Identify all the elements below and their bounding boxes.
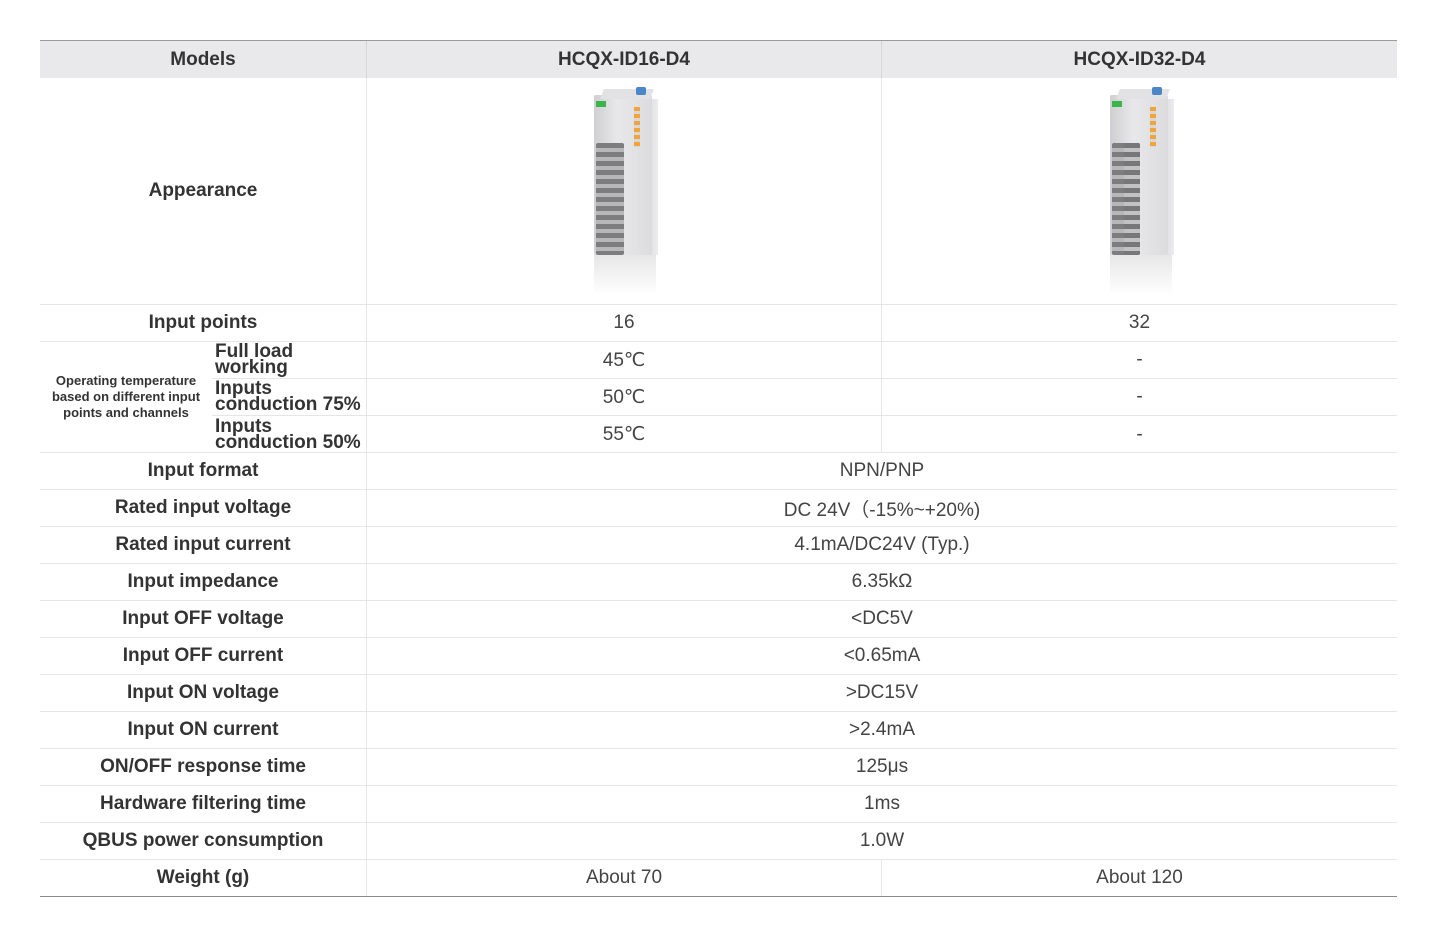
module-16-image bbox=[584, 87, 664, 295]
table-row: Input OFF current <0.65mA bbox=[40, 638, 1397, 675]
temp-sublabel: Inputs conduction 75% bbox=[212, 379, 366, 416]
table-row: Input format NPN/PNP bbox=[40, 453, 1397, 490]
spec-value: 1ms bbox=[864, 793, 900, 814]
spec-label: Rated input current bbox=[40, 527, 367, 563]
table-row: Hardware filtering time 1ms bbox=[40, 786, 1397, 823]
temp-sublabel: Full load working bbox=[212, 342, 366, 379]
appearance-model-1 bbox=[367, 78, 882, 304]
table-row: Rated input voltage DC 24V（-15%~+20%) bbox=[40, 490, 1397, 527]
table-header-row: Models HCQX-ID16-D4 HCQX-ID32-D4 bbox=[40, 40, 1397, 78]
operating-temperature-sublabels: Full load working Inputs conduction 75% … bbox=[212, 342, 367, 452]
weight-label: Weight (g) bbox=[40, 860, 367, 896]
spec-value: >DC15V bbox=[845, 682, 919, 703]
temp-value-model-2: - bbox=[1136, 386, 1143, 407]
header-model-2: HCQX-ID32-D4 bbox=[1073, 48, 1206, 70]
appearance-model-2 bbox=[882, 78, 1397, 304]
spec-label: Input format bbox=[40, 453, 367, 489]
table-row: QBUS power consumption 1.0W bbox=[40, 823, 1397, 860]
spec-value: 125μs bbox=[855, 756, 909, 777]
temp-value-model-1: 45℃ bbox=[367, 342, 882, 378]
spec-value: 6.35kΩ bbox=[851, 571, 913, 592]
table-row: Input OFF voltage <DC5V bbox=[40, 601, 1397, 638]
temp-sublabel: Inputs conduction 50% bbox=[215, 415, 361, 453]
input-points-label: Input points bbox=[40, 305, 367, 341]
operating-temperature-values: 45℃ - 50℃ - 55℃ - bbox=[367, 342, 1397, 453]
spec-value: 1.0W bbox=[859, 830, 905, 851]
module-32-image bbox=[1100, 87, 1180, 295]
header-model-1: HCQX-ID16-D4 bbox=[367, 41, 882, 78]
header-models: Models bbox=[40, 41, 367, 78]
temp-value-model-2: - bbox=[1136, 423, 1143, 445]
spec-value: DC 24V（-15%~+20%) bbox=[783, 499, 981, 521]
appearance-row: Appearance bbox=[40, 78, 1397, 305]
spec-label: ON/OFF response time bbox=[40, 749, 367, 785]
temp-row: 55℃ - bbox=[367, 416, 1397, 453]
spec-label: Input impedance bbox=[40, 564, 367, 600]
table-row: Rated input current 4.1mA/DC24V (Typ.) bbox=[40, 527, 1397, 564]
spec-label: Input OFF current bbox=[40, 638, 367, 674]
spec-label: Rated input voltage bbox=[40, 490, 367, 526]
spec-value: >2.4mA bbox=[848, 719, 915, 740]
spec-label: Input ON voltage bbox=[40, 675, 367, 711]
temp-value-model-1: 55℃ bbox=[367, 416, 882, 453]
spec-label: Input ON current bbox=[40, 712, 367, 748]
table-row: Input ON current >2.4mA bbox=[40, 712, 1397, 749]
operating-temperature-label: Operating temperature based on different… bbox=[51, 373, 201, 420]
spec-label: Input OFF voltage bbox=[40, 601, 367, 637]
spec-value: NPN/PNP bbox=[839, 460, 925, 481]
spec-label: Hardware filtering time bbox=[40, 786, 367, 822]
input-points-model-1: 16 bbox=[367, 305, 882, 341]
table-row: Input ON voltage >DC15V bbox=[40, 675, 1397, 712]
temp-value-model-1: 50℃ bbox=[367, 379, 882, 415]
appearance-label: Appearance bbox=[40, 78, 367, 304]
spec-value: 4.1mA/DC24V (Typ.) bbox=[794, 534, 970, 555]
weight-row: Weight (g) About 70 About 120 bbox=[40, 860, 1397, 897]
input-points-row: Input points 16 32 bbox=[40, 305, 1397, 342]
spec-value: <DC5V bbox=[851, 608, 913, 629]
weight-model-1: About 70 bbox=[367, 860, 882, 896]
temp-row: 45℃ - bbox=[367, 342, 1397, 379]
spec-value: <0.65mA bbox=[843, 645, 921, 666]
temp-row: 50℃ - bbox=[367, 379, 1397, 416]
input-points-model-2: 32 bbox=[1128, 312, 1151, 333]
spec-label: QBUS power consumption bbox=[40, 823, 367, 859]
temp-value-model-2: - bbox=[1136, 349, 1143, 370]
spec-table: Models HCQX-ID16-D4 HCQX-ID32-D4 Appeara… bbox=[40, 40, 1397, 897]
operating-temperature-group: Operating temperature based on different… bbox=[40, 342, 1397, 453]
table-row: ON/OFF response time 125μs bbox=[40, 749, 1397, 786]
weight-model-2: About 120 bbox=[1096, 867, 1183, 888]
table-row: Input impedance 6.35kΩ bbox=[40, 564, 1397, 601]
